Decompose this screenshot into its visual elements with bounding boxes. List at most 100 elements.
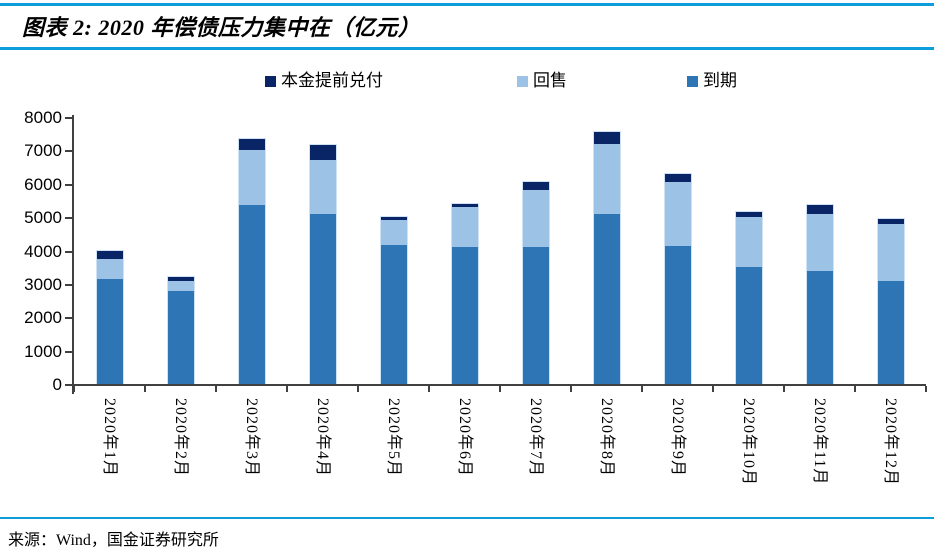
y-axis-tick (65, 384, 72, 386)
bar-segment-series-3 (451, 247, 478, 384)
y-axis-label: 0 (52, 375, 62, 394)
stacked-bar-month-3 (237, 137, 266, 384)
bar-segment-series-2 (522, 190, 549, 248)
bar-segment-series-1 (806, 205, 833, 214)
stacked-bar-month-10 (734, 211, 763, 384)
bar-segment-series-2 (380, 220, 407, 246)
bar-segment-series-3 (806, 270, 833, 384)
stacked-bar-month-5 (379, 216, 408, 384)
title-bottom-rule (0, 47, 934, 50)
legend-swatch-icon (265, 75, 276, 87)
y-axis-tick (65, 317, 72, 320)
legend-label: 到期 (703, 71, 737, 90)
x-axis-tick (144, 386, 146, 392)
bar-segment-series-1 (238, 138, 265, 151)
x-axis-tick (215, 386, 217, 392)
bar-segment-series-3 (877, 280, 904, 384)
x-axis-tick (854, 386, 856, 392)
x-axis-tick (925, 386, 927, 392)
x-axis-label: 2020年6月 (455, 398, 473, 478)
chart-legend: 本金提前兑付 回售 到期 (0, 70, 934, 94)
bar-segment-series-2 (735, 217, 762, 268)
bar-segment-series-1 (664, 173, 691, 183)
stacked-bar-month-6 (450, 202, 479, 384)
bar-segment-series-2 (309, 160, 336, 214)
stacked-bar-month-12 (876, 217, 905, 384)
x-axis-tick (570, 386, 572, 392)
bar-segment-series-1 (522, 182, 549, 191)
plot-area: 0 1000 2000 3000 4000 5000 6000 7000 8000 2020年1月… (24, 108, 927, 486)
x-axis-label: 2020年10月 (739, 398, 757, 487)
y-axis-label: 3000 (24, 274, 62, 294)
legend-item-2: 回售 (517, 70, 567, 92)
stacked-bar-month-1 (95, 249, 124, 384)
bar-segment-series-1 (451, 203, 478, 208)
figure-title: 图表 2: 2020 年偿债压力集中在（亿元） (22, 15, 421, 40)
x-axis-label: 2020年3月 (242, 398, 260, 478)
bar-segment-series-3 (309, 213, 336, 384)
stacked-bar-month-4 (308, 144, 337, 384)
legend-swatch-icon (517, 75, 528, 87)
y-axis-label: 8000 (24, 108, 62, 127)
x-axis-tick (641, 386, 643, 392)
y-axis-tick (65, 183, 72, 186)
x-axis-label: 2020年7月 (526, 398, 544, 478)
stacked-bar-month-11 (805, 204, 834, 384)
x-axis-label: 2020年9月 (668, 398, 686, 478)
bar-segment-series-2 (167, 280, 194, 291)
bar-segment-series-1 (309, 145, 336, 161)
stacked-bar-month-7 (521, 181, 550, 384)
x-axis-tick (783, 386, 785, 392)
x-axis-label: 2020年12月 (881, 398, 899, 487)
x-axis-tick (73, 386, 75, 392)
bar-segment-series-3 (96, 278, 123, 384)
bar-segment-series-1 (735, 212, 762, 218)
bar-segment-series-1 (96, 250, 123, 259)
bar-segment-series-1 (593, 132, 620, 144)
bar-segment-series-3 (593, 213, 620, 384)
bar-segment-series-3 (380, 245, 407, 384)
bar-segment-series-1 (380, 217, 407, 221)
y-axis-label: 6000 (24, 174, 62, 194)
bar-segment-series-2 (238, 150, 265, 206)
y-axis-tick (65, 117, 72, 119)
bar-segment-series-1 (167, 277, 194, 281)
y-axis-label: 2000 (24, 308, 62, 328)
bar-segment-series-3 (664, 245, 691, 384)
x-axis-tick (357, 386, 359, 392)
x-axis-tick (712, 386, 714, 392)
y-axis-tick (65, 217, 72, 220)
x-axis-label: 2020年8月 (597, 398, 615, 478)
legend-swatch-icon (687, 75, 698, 87)
legend-label: 回售 (533, 71, 567, 90)
x-axis-tick (286, 386, 288, 392)
x-axis-label: 2020年5月 (384, 398, 402, 478)
footer-rule (0, 517, 934, 519)
title-top-rule (0, 3, 934, 6)
y-axis-label: 1000 (24, 341, 62, 361)
bar-segment-series-2 (451, 207, 478, 248)
source-note: 来源：Wind，国金证券研究所 (8, 532, 219, 549)
bar-segment-series-3 (735, 267, 762, 384)
bar-segment-series-2 (593, 143, 620, 214)
x-axis-label: 2020年2月 (171, 398, 189, 478)
bar-segment-series-2 (877, 223, 904, 281)
y-axis-label: 4000 (24, 241, 62, 261)
y-axis-tick (65, 150, 72, 153)
stacked-bar-month-2 (166, 276, 195, 384)
y-axis-tick (65, 250, 72, 253)
bar-segment-series-2 (96, 258, 123, 279)
x-axis-tick (499, 386, 501, 392)
x-axis-line (72, 384, 926, 386)
y-axis-label: 5000 (24, 208, 62, 228)
legend-item-1: 本金提前兑付 (265, 70, 383, 92)
bar-segment-series-1 (877, 218, 904, 224)
x-axis-tick (428, 386, 430, 392)
y-axis-line (72, 115, 74, 394)
bar-segment-series-3 (238, 205, 265, 384)
legend-item-3: 到期 (687, 70, 737, 92)
bar-segment-series-3 (522, 247, 549, 384)
bar-segment-series-2 (664, 182, 691, 246)
y-axis-tick (65, 350, 72, 353)
